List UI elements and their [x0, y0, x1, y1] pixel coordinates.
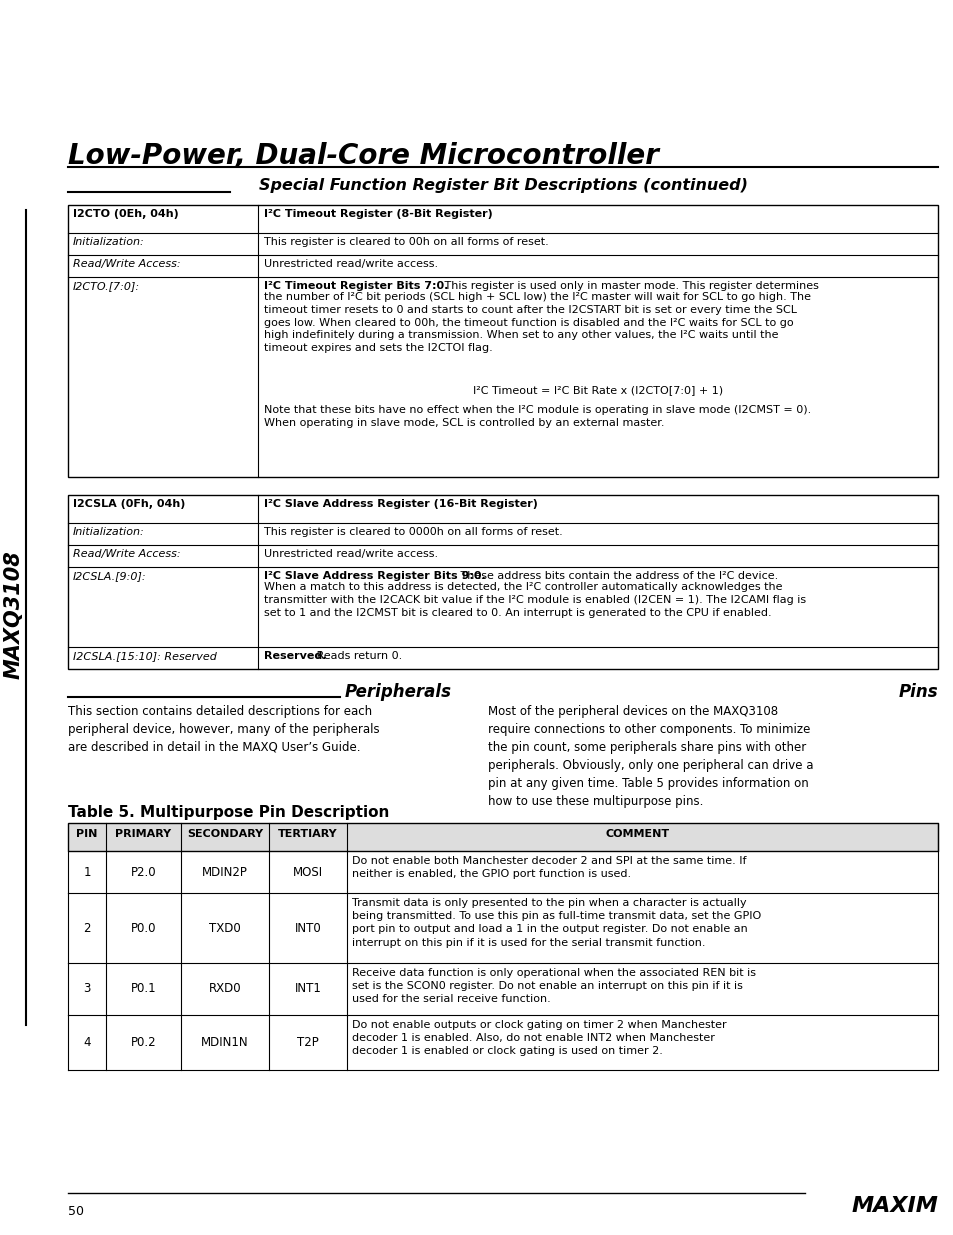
Text: Reserved.: Reserved. [264, 651, 326, 661]
Text: INT0: INT0 [294, 921, 321, 935]
Text: T2P: T2P [296, 1036, 318, 1049]
Text: This register is cleared to 0000h on all forms of reset.: This register is cleared to 0000h on all… [264, 527, 562, 537]
Text: 4: 4 [83, 1036, 91, 1049]
Text: RXD0: RXD0 [209, 983, 241, 995]
Text: When a match to this address is detected, the I²C controller automatically ackno: When a match to this address is detected… [264, 582, 805, 618]
Text: Note that these bits have no effect when the I²C module is operating in slave mo: Note that these bits have no effect when… [264, 405, 810, 427]
Text: TERTIARY: TERTIARY [278, 829, 337, 839]
Text: Most of the peripheral devices on the MAXQ3108
require connections to other comp: Most of the peripheral devices on the MA… [488, 705, 813, 808]
Text: Read/Write Access:: Read/Write Access: [73, 550, 180, 559]
Text: Unrestricted read/write access.: Unrestricted read/write access. [264, 550, 437, 559]
Text: PIN: PIN [76, 829, 97, 839]
Text: 50: 50 [68, 1205, 84, 1218]
Text: I²C Timeout = I²C Bit Rate x (I2CTO[7:0] + 1): I²C Timeout = I²C Bit Rate x (I2CTO[7:0]… [473, 385, 722, 395]
Text: I2CSLA.[9:0]:: I2CSLA.[9:0]: [73, 571, 147, 580]
Text: Special Function Register Bit Descriptions (continued): Special Function Register Bit Descriptio… [259, 178, 748, 193]
Text: I²C Slave Address Register Bits 9:0.: I²C Slave Address Register Bits 9:0. [264, 571, 485, 580]
Text: 3: 3 [83, 983, 91, 995]
Text: Unrestricted read/write access.: Unrestricted read/write access. [264, 259, 437, 269]
Text: 1: 1 [83, 866, 91, 878]
Text: 2: 2 [83, 921, 91, 935]
Text: the number of I²C bit periods (SCL high + SCL low) the I²C master will wait for : the number of I²C bit periods (SCL high … [264, 291, 810, 353]
Text: P0.2: P0.2 [131, 1036, 156, 1049]
Text: Peripherals: Peripherals [345, 683, 452, 701]
Text: Initialization:: Initialization: [73, 527, 145, 537]
Text: Transmit data is only presented to the pin when a character is actually
being tr: Transmit data is only presented to the p… [352, 898, 760, 947]
Text: This section contains detailed descriptions for each
peripheral device, however,: This section contains detailed descripti… [68, 705, 379, 755]
Text: I2CTO.[7:0]:: I2CTO.[7:0]: [73, 282, 140, 291]
Text: This register is cleared to 00h on all forms of reset.: This register is cleared to 00h on all f… [264, 237, 548, 247]
Text: Initialization:: Initialization: [73, 237, 145, 247]
Text: I2CTO (0Eh, 04h): I2CTO (0Eh, 04h) [73, 209, 178, 219]
Text: MAXQ3108: MAXQ3108 [4, 551, 24, 679]
Text: PRIMARY: PRIMARY [115, 829, 172, 839]
Text: I²C Timeout Register (8-Bit Register): I²C Timeout Register (8-Bit Register) [264, 209, 493, 219]
Text: Pins: Pins [898, 683, 937, 701]
Text: MAXIM: MAXIM [850, 1195, 937, 1216]
Text: P2.0: P2.0 [131, 866, 156, 878]
Text: TXD0: TXD0 [209, 921, 240, 935]
Text: P0.1: P0.1 [131, 983, 156, 995]
Text: MDIN1N: MDIN1N [201, 1036, 249, 1049]
Text: This register is used only in master mode. This register determines: This register is used only in master mod… [440, 282, 818, 291]
Text: I²C Slave Address Register (16-Bit Register): I²C Slave Address Register (16-Bit Regis… [264, 499, 537, 509]
Text: I2CSLA (0Fh, 04h): I2CSLA (0Fh, 04h) [73, 499, 185, 509]
Text: Read/Write Access:: Read/Write Access: [73, 259, 180, 269]
Text: Low-Power, Dual-Core Microcontroller: Low-Power, Dual-Core Microcontroller [68, 142, 659, 170]
Text: Do not enable both Manchester decoder 2 and SPI at the same time. If
neither is : Do not enable both Manchester decoder 2 … [352, 856, 745, 879]
Text: I2CSLA.[15:10]: Reserved: I2CSLA.[15:10]: Reserved [73, 651, 216, 661]
Text: MDIN2P: MDIN2P [202, 866, 248, 878]
Text: SECONDARY: SECONDARY [187, 829, 263, 839]
Text: Table 5. Multipurpose Pin Description: Table 5. Multipurpose Pin Description [68, 805, 389, 820]
Text: Reads return 0.: Reads return 0. [313, 651, 402, 661]
Bar [68, 205, 937, 477]
Bar [68, 823, 937, 851]
Text: COMMENT: COMMENT [605, 829, 669, 839]
Text: I²C Timeout Register Bits 7:0.: I²C Timeout Register Bits 7:0. [264, 282, 448, 291]
Text: These address bits contain the address of the I²C device.: These address bits contain the address o… [456, 571, 778, 580]
Text: Receive data function is only operational when the associated REN bit is
set is : Receive data function is only operationa… [352, 968, 755, 1004]
Text: Do not enable outputs or clock gating on timer 2 when Manchester
decoder 1 is en: Do not enable outputs or clock gating on… [352, 1020, 726, 1056]
Text: INT1: INT1 [294, 983, 321, 995]
Text: MOSI: MOSI [293, 866, 323, 878]
Text: P0.0: P0.0 [131, 921, 156, 935]
Bar [68, 495, 937, 669]
